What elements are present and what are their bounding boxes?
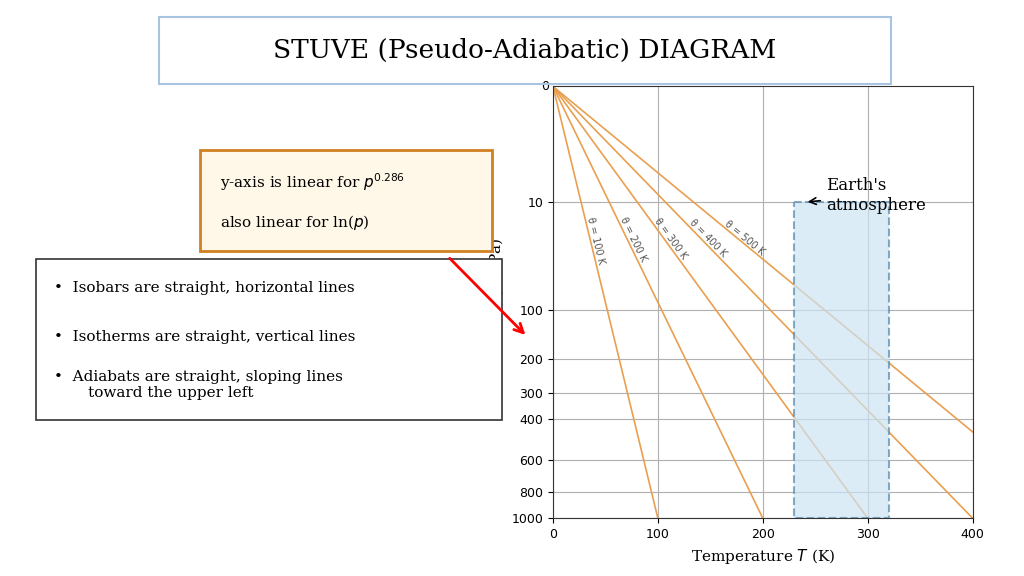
Y-axis label: Pressure $p$ (hPa): Pressure $p$ (hPa) [486,237,506,367]
Text: θ = 200 K: θ = 200 K [617,215,648,263]
Text: θ = 300 K: θ = 300 K [652,217,688,262]
Text: θ = 400 K: θ = 400 K [687,218,728,259]
Text: θ = 100 K: θ = 100 K [585,216,606,265]
Text: •  Adiabats are straight, sloping lines
       toward the upper left: • Adiabats are straight, sloping lines t… [54,370,343,400]
Text: y-axis is linear for $p^{0.286}$: y-axis is linear for $p^{0.286}$ [220,171,406,193]
Text: •  Isotherms are straight, vertical lines: • Isotherms are straight, vertical lines [54,329,356,344]
Text: θ = 500 K: θ = 500 K [723,219,767,257]
X-axis label: Temperature $T$ (K): Temperature $T$ (K) [691,547,835,566]
FancyBboxPatch shape [200,150,492,251]
Text: also linear for ln($p$): also linear for ln($p$) [220,213,370,232]
FancyBboxPatch shape [36,259,502,420]
Text: STUVE (Pseudo-Adiabatic) DIAGRAM: STUVE (Pseudo-Adiabatic) DIAGRAM [273,38,776,63]
Text: •  Isobars are straight, horizontal lines: • Isobars are straight, horizontal lines [54,281,355,295]
Text: 0: 0 [541,80,549,93]
Bar [795,202,889,518]
Text: Earth's
atmosphere: Earth's atmosphere [810,177,926,214]
